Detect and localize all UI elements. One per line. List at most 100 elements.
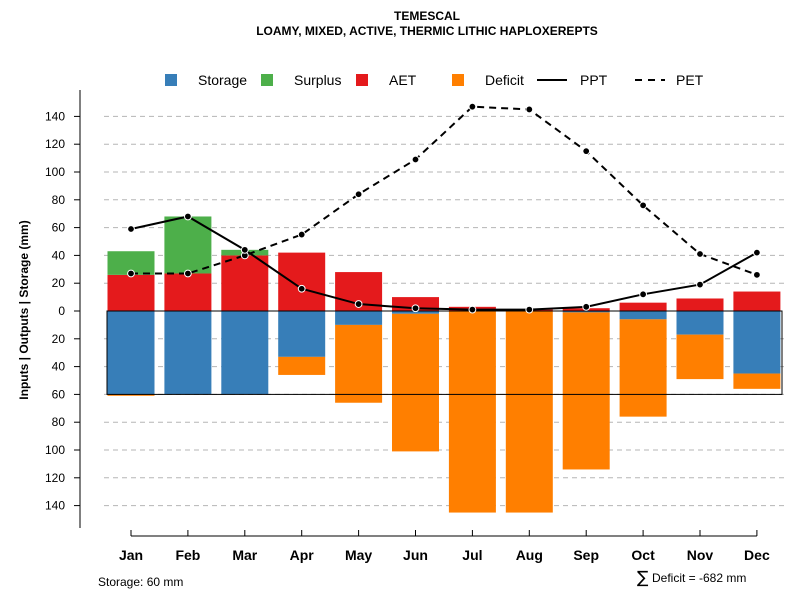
legend-label: AET bbox=[389, 72, 417, 88]
y-tick-label: 60 bbox=[52, 387, 66, 401]
aet-bar bbox=[733, 291, 781, 311]
ppt-point bbox=[240, 245, 249, 254]
legend-label: PPT bbox=[580, 72, 608, 88]
y-tick-label: 100 bbox=[45, 165, 65, 179]
pet-point bbox=[525, 105, 534, 114]
ppt-point bbox=[696, 280, 704, 289]
ppt-point bbox=[297, 284, 306, 293]
y-tick-label: 120 bbox=[45, 137, 65, 151]
deficit-bar bbox=[676, 334, 724, 380]
ppt-point bbox=[525, 305, 534, 314]
x-tick-label: Jul bbox=[462, 547, 482, 563]
y-tick-label: 0 bbox=[58, 304, 65, 318]
y-tick-label: 120 bbox=[45, 471, 65, 485]
legend-label: Surplus bbox=[294, 72, 341, 88]
deficit-bar bbox=[619, 319, 667, 417]
storage-bar bbox=[562, 311, 610, 313]
ppt-point bbox=[184, 212, 192, 221]
ppt-point bbox=[753, 248, 761, 257]
legend-label: Storage bbox=[198, 72, 247, 88]
chart-title: TEMESCAL bbox=[394, 9, 460, 23]
x-tick-label: Apr bbox=[290, 547, 315, 563]
pet-point bbox=[753, 270, 761, 279]
axes: 140 120 100 80 60 40 20 0 20 40 60 80 100 120 140 Jan Fe… bbox=[45, 90, 770, 563]
x-tick-label: Oct bbox=[631, 547, 655, 563]
y-tick-label: 20 bbox=[52, 332, 66, 346]
legend-swatch bbox=[261, 74, 273, 86]
y-tick-label: 140 bbox=[45, 499, 65, 513]
aet-bar bbox=[619, 302, 667, 311]
bars bbox=[107, 216, 781, 513]
storage-bar bbox=[164, 311, 212, 395]
ppt-point bbox=[411, 304, 420, 313]
pet-point bbox=[696, 250, 704, 258]
legend-label: PET bbox=[676, 72, 704, 88]
ppt-point bbox=[468, 305, 477, 314]
storage-bar bbox=[392, 311, 439, 314]
aet-bar bbox=[107, 274, 155, 311]
ppt-point bbox=[639, 290, 647, 299]
y-tick-label: 60 bbox=[52, 221, 66, 235]
storage-bar bbox=[221, 311, 269, 395]
x-tick-label: Jun bbox=[403, 547, 428, 563]
x-tick-label: Dec bbox=[744, 547, 770, 563]
x-tick-label: May bbox=[345, 547, 372, 563]
deficit-note: Deficit = -682 mm bbox=[652, 571, 746, 585]
y-axis-label: Inputs | Outputs | Storage (mm) bbox=[17, 220, 31, 399]
x-tick-label: Sep bbox=[573, 547, 599, 563]
pet-point bbox=[297, 230, 306, 239]
deficit-bar bbox=[278, 356, 326, 375]
aet-bar bbox=[278, 252, 326, 311]
deficit-bar bbox=[335, 324, 383, 403]
storage-bar bbox=[107, 311, 155, 395]
pet-point bbox=[411, 155, 420, 164]
chart-subtitle: LOAMY, MIXED, ACTIVE, THERMIC LITHIC HAP… bbox=[256, 24, 598, 38]
x-tick-label: Aug bbox=[516, 547, 543, 563]
deficit-bar bbox=[562, 312, 610, 470]
x-tick-label: Feb bbox=[175, 547, 200, 563]
legend: Storage Surplus AET Deficit PPT PET bbox=[165, 72, 704, 88]
storage-bar bbox=[619, 311, 667, 320]
legend-swatch bbox=[356, 74, 368, 86]
y-tick-label: 80 bbox=[52, 193, 66, 207]
pet-point bbox=[582, 147, 591, 156]
storage-bar bbox=[278, 311, 326, 357]
pet-line bbox=[131, 105, 758, 276]
surplus-bar bbox=[107, 251, 155, 275]
y-tick-label: 100 bbox=[45, 443, 65, 457]
deficit-bar bbox=[392, 313, 439, 452]
plot-frame bbox=[106, 310, 783, 395]
pet-point bbox=[184, 269, 192, 278]
lines bbox=[127, 102, 761, 314]
storage-bar bbox=[676, 311, 724, 335]
aet-bar bbox=[164, 273, 212, 311]
y-tick-label: 40 bbox=[52, 248, 66, 262]
legend-swatch bbox=[165, 74, 177, 86]
x-tick-label: Mar bbox=[232, 547, 257, 563]
storage-note: Storage: 60 mm bbox=[98, 575, 183, 589]
y-tick-label: 40 bbox=[52, 360, 66, 374]
ppt-point bbox=[127, 225, 135, 233]
legend-swatch bbox=[452, 74, 464, 86]
legend-label: Deficit bbox=[485, 72, 524, 88]
y-tick-label: 140 bbox=[45, 109, 65, 123]
deficit-bar bbox=[733, 373, 781, 389]
deficit-sum-symbol: ∑ bbox=[637, 568, 649, 588]
ppt-point bbox=[354, 300, 363, 308]
x-tick-label: Nov bbox=[687, 547, 714, 563]
y-tick-label: 20 bbox=[52, 276, 66, 290]
pet-point bbox=[354, 190, 363, 199]
storage-bar bbox=[733, 311, 781, 374]
ppt-line bbox=[130, 215, 758, 311]
deficit-bar bbox=[448, 311, 496, 513]
deficit-bar bbox=[505, 311, 553, 513]
aet-bar bbox=[676, 298, 724, 311]
y-tick-label: 80 bbox=[52, 415, 66, 429]
ppt-point bbox=[582, 302, 591, 311]
storage-bar bbox=[335, 311, 383, 325]
pet-point bbox=[639, 201, 647, 210]
deficit-bar bbox=[107, 394, 155, 396]
pet-point bbox=[127, 269, 135, 278]
pet-point bbox=[468, 102, 477, 111]
